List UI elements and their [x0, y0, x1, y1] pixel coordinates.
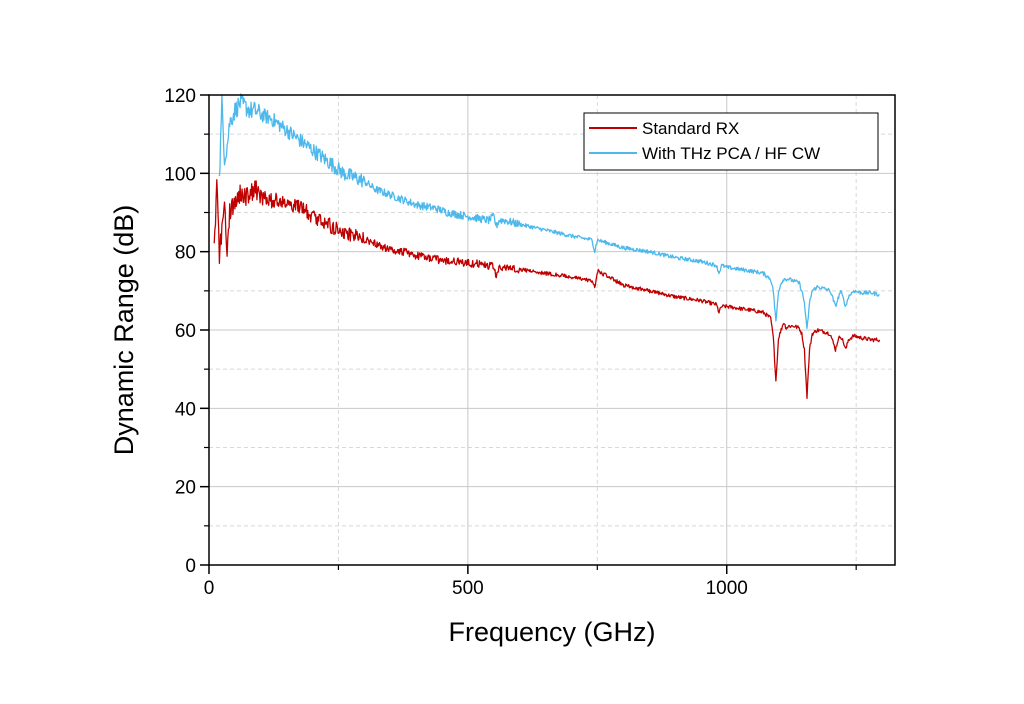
y-tick-label: 100 [164, 164, 196, 185]
axis-ticks [200, 94, 857, 574]
series-layer [213, 93, 881, 399]
legend-label-thz-pca: With THz PCA / HF CW [642, 144, 820, 163]
y-tick-label: 20 [175, 478, 196, 499]
y-tick-label: 80 [175, 243, 196, 264]
legend-box [583, 112, 879, 171]
legend: Standard RX With THz PCA / HF CW [583, 112, 879, 171]
series-line-1 [218, 93, 880, 330]
x-axis-title: Frequency (GHz) [448, 617, 655, 647]
y-tick-label: 60 [175, 321, 196, 342]
x-tick-label: 500 [452, 578, 484, 599]
x-tick-label: 0 [204, 578, 215, 599]
x-tick-label: 1000 [706, 578, 748, 599]
y-tick-label: 0 [185, 556, 196, 577]
y-tick-label: 120 [164, 86, 196, 107]
legend-label-standard-rx: Standard RX [642, 119, 739, 138]
series-line-0 [213, 179, 881, 399]
y-axis-title: Dynamic Range (dB) [109, 205, 139, 456]
y-tick-labels: 0 20 40 60 80 100 120 [164, 86, 196, 577]
y-tick-label: 40 [175, 399, 196, 420]
x-tick-labels: 0 500 1000 [204, 578, 748, 599]
